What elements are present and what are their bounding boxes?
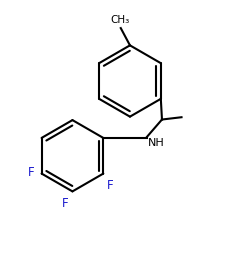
Text: CH₃: CH₃ bbox=[109, 15, 129, 25]
Text: F: F bbox=[106, 179, 113, 192]
Text: NH: NH bbox=[147, 138, 164, 148]
Text: F: F bbox=[62, 197, 68, 210]
Text: F: F bbox=[28, 166, 35, 179]
